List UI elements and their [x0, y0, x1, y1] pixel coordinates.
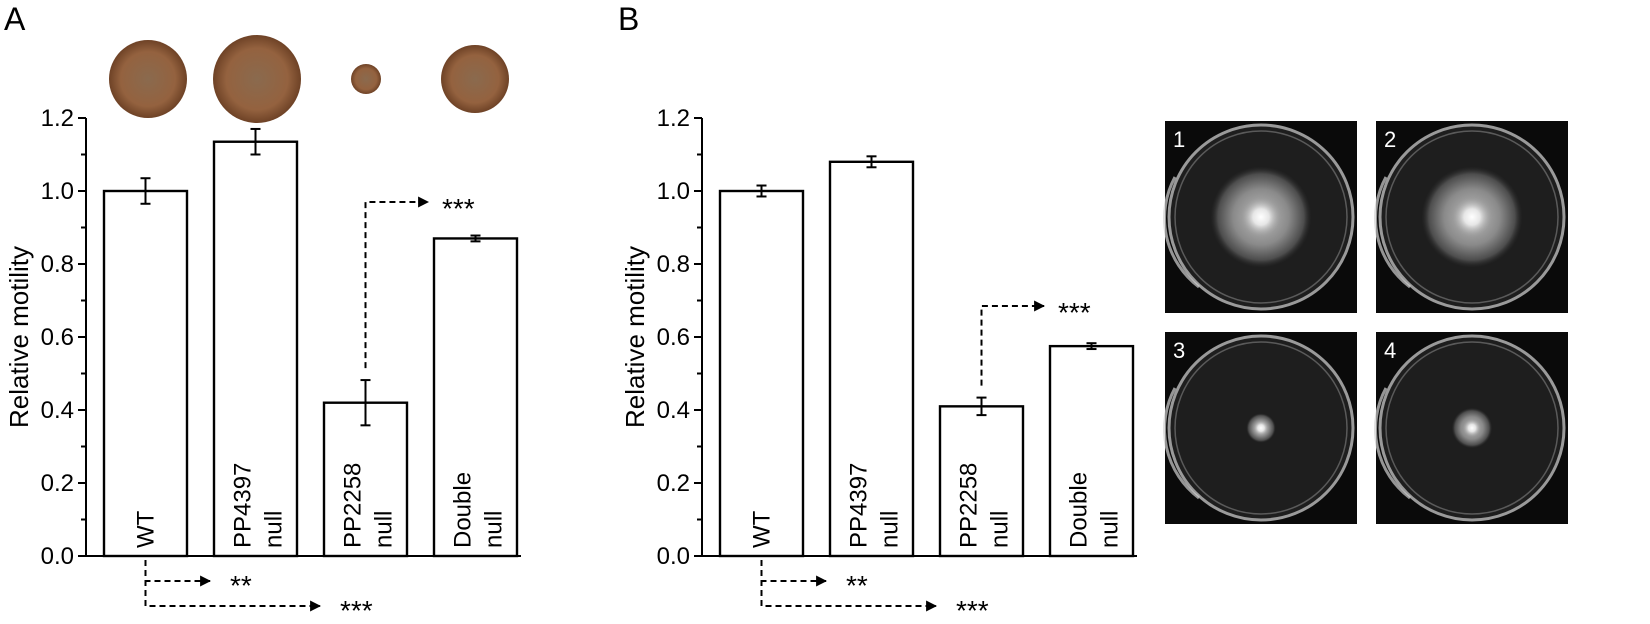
- y-tick-label: 0.8: [41, 251, 74, 278]
- bar: [322, 401, 409, 558]
- plate-label: 2: [1384, 127, 1396, 152]
- category-label: null: [987, 511, 1014, 548]
- bar: [718, 189, 805, 558]
- y-tick-label: 0.0: [41, 543, 74, 570]
- colony-core: [1451, 196, 1493, 238]
- significance-label: ***: [1058, 297, 1091, 328]
- y-tick-label: 0.2: [657, 470, 690, 497]
- category-label: null: [877, 511, 904, 548]
- colony-core: [1252, 419, 1270, 437]
- y-axis-label: Relative motility: [620, 246, 650, 428]
- y-tick-label: 1.0: [41, 178, 74, 205]
- petri-dish-inner-rim: [1174, 130, 1348, 304]
- y-tick-label: 1.2: [41, 105, 74, 132]
- plate-label: 4: [1384, 338, 1396, 363]
- colony-image: [351, 64, 381, 94]
- petri-dish-inner-rim: [1385, 341, 1559, 515]
- category-label: PP4397: [230, 463, 257, 548]
- category-label: null: [481, 511, 508, 548]
- y-tick-label: 0.2: [41, 470, 74, 497]
- plate-label: 3: [1173, 338, 1185, 363]
- category-label: Double: [450, 472, 477, 548]
- significance-label: **: [846, 570, 868, 601]
- petri-dish-glare: [1163, 176, 1200, 289]
- significance-label: ***: [956, 595, 989, 619]
- category-label: WT: [133, 510, 160, 548]
- panel-a: A 0.0 0.2 0.4 0.6 0.8 1.0 1.2 Relative motility W…: [4, 1, 521, 624]
- comparison-arrow: [980, 300, 1046, 386]
- comparison-arrow: [760, 560, 938, 612]
- bar: [828, 160, 915, 558]
- petri-dish-inner-rim: [1174, 341, 1348, 515]
- significance-label: ***: [442, 193, 475, 224]
- plate-images: 1 2 3 4: [1163, 121, 1568, 524]
- petri-dish-glare: [1374, 176, 1411, 289]
- plate-photo: 4: [1374, 332, 1568, 524]
- category-label: null: [261, 511, 288, 548]
- colony-core: [1462, 418, 1482, 438]
- comparison-arrow: [144, 560, 212, 587]
- category-label: Double: [1066, 472, 1093, 548]
- panel-letter: A: [4, 1, 26, 37]
- category-label: PP2258: [340, 463, 367, 548]
- petri-dish-glare: [1374, 387, 1411, 500]
- colony-image: [441, 45, 509, 113]
- plate-photo: 3: [1163, 332, 1357, 524]
- plate-photo: 1: [1163, 121, 1357, 313]
- colony-core: [1240, 196, 1282, 238]
- bar: [1048, 344, 1135, 558]
- y-tick-label: 0.0: [657, 543, 690, 570]
- colony-image: [213, 35, 301, 123]
- comparison-arrow: [364, 196, 430, 369]
- comparison-arrow: [760, 560, 828, 587]
- petri-dish-glare: [1163, 387, 1200, 500]
- category-label: PP4397: [846, 463, 873, 548]
- petri-dish-inner-rim: [1385, 130, 1559, 304]
- y-tick-label: 0.6: [41, 324, 74, 351]
- category-label: WT: [749, 510, 776, 548]
- significance-label: ***: [340, 595, 373, 619]
- y-tick-label: 1.2: [657, 105, 690, 132]
- y-tick-label: 0.8: [657, 251, 690, 278]
- y-tick-label: 0.6: [657, 324, 690, 351]
- panel-letter: B: [618, 1, 639, 37]
- comparison-arrow: [144, 560, 322, 612]
- colony-image: [109, 40, 187, 118]
- panel-b: B 0.0 0.2 0.4 0.6 0.8 1.0 1.2 Relative motility W…: [618, 1, 1137, 624]
- category-label: null: [1097, 511, 1124, 548]
- significance-label: **: [230, 570, 252, 601]
- y-tick-label: 0.4: [657, 397, 690, 424]
- y-tick-label: 0.4: [41, 397, 74, 424]
- category-label: PP2258: [956, 463, 983, 548]
- category-label: null: [371, 511, 398, 548]
- y-axis-label: Relative motility: [4, 246, 34, 428]
- plate-photo: 2: [1374, 121, 1568, 313]
- bar: [102, 189, 189, 558]
- y-tick-label: 1.0: [657, 178, 690, 205]
- plate-label: 1: [1173, 127, 1185, 152]
